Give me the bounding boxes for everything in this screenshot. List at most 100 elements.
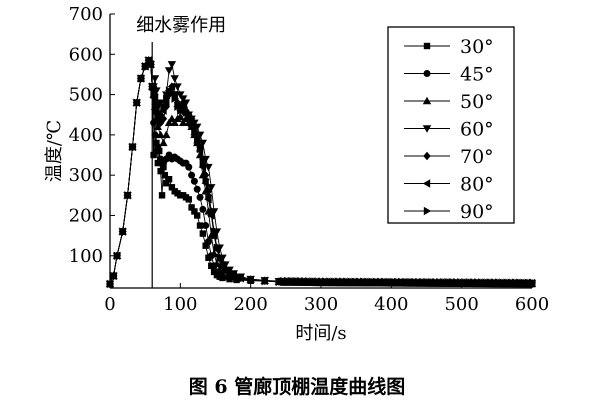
data-point-triangle-right: [423, 277, 431, 287]
data-point-triangle-right: [402, 277, 410, 287]
data-point-triangle-right: [516, 278, 524, 287]
data-point-triangle-left: [204, 195, 212, 204]
data-point-circle: [204, 238, 212, 246]
x-tick-label: 200: [233, 294, 267, 315]
x-tick-label: 300: [304, 294, 338, 315]
data-point-triangle-right: [191, 126, 199, 136]
data-point-circle: [188, 171, 196, 179]
data-point-triangle-right: [213, 243, 222, 252]
data-point-triangle-right: [440, 278, 448, 287]
data-point-triangle-right: [296, 277, 305, 286]
data-point-circle: [193, 185, 201, 193]
data-point-square: [154, 159, 162, 167]
data-point-square: [157, 167, 164, 175]
legend-marker-triangle-down: [422, 125, 432, 133]
data-point-triangle-right: [448, 278, 457, 287]
data-point-triangle-right: [194, 134, 202, 144]
data-point-triangle-right: [174, 102, 182, 111]
data-point-triangle-up: [176, 112, 185, 120]
data-point-square: [158, 192, 166, 199]
data-point-circle: [190, 177, 198, 185]
data-point-square: [160, 163, 167, 171]
data-point-triangle-right: [171, 94, 179, 103]
data-point-triangle-right: [355, 277, 364, 286]
data-point-triangle-down: [207, 184, 216, 192]
data-point-triangle-right: [288, 276, 296, 286]
y-tick-label: 500: [69, 85, 103, 106]
data-point-triangle-left: [198, 162, 207, 172]
data-point-triangle-left: [162, 98, 170, 107]
data-point-triangle-right: [465, 278, 473, 287]
legend-marker-diamond: [423, 151, 431, 161]
data-point-triangle-left: [201, 179, 209, 188]
data-point-triangle-right: [397, 277, 406, 287]
data-point-circle: [199, 205, 207, 213]
data-point-triangle-right: [305, 277, 313, 286]
data-point-triangle-right: [503, 278, 511, 287]
data-point-triangle-right: [431, 277, 440, 287]
data-point-triangle-right: [490, 278, 499, 287]
x-tick-label: 600: [515, 294, 549, 315]
data-point-triangle-left: [152, 102, 160, 111]
data-point-circle: [185, 163, 193, 171]
data-point-triangle-right: [414, 277, 423, 287]
data-point-triangle-right: [153, 106, 161, 115]
y-axis-title: 温度/℃: [44, 120, 65, 182]
data-point-triangle-right: [216, 253, 224, 262]
data-point-triangle-right: [168, 88, 177, 97]
data-point-triangle-right: [410, 277, 419, 287]
data-point-triangle-left: [159, 106, 167, 115]
data-point-triangle-right: [343, 277, 351, 286]
data-point-triangle-right: [202, 175, 210, 184]
data-point-triangle-right: [478, 278, 486, 287]
data-point-triangle-right: [160, 102, 168, 111]
data-point-triangle-right: [300, 277, 309, 286]
data-point-circle: [202, 222, 210, 230]
data-point-triangle-right: [473, 278, 482, 287]
data-point-triangle-right: [247, 275, 255, 285]
data-point-triangle-up: [212, 259, 222, 268]
data-point-triangle-right: [219, 261, 227, 270]
data-point-triangle-right: [495, 278, 503, 287]
data-point-circle: [196, 193, 204, 201]
legend-marker-circle: [423, 70, 431, 77]
data-point-triangle-right: [360, 277, 368, 286]
data-point-triangle-right: [230, 272, 238, 281]
data-point-triangle-right: [110, 271, 118, 281]
legend-label: 60°: [460, 119, 494, 141]
data-point-triangle-down: [176, 91, 185, 99]
data-point-square: [202, 242, 209, 249]
data-point-triangle-up: [159, 138, 168, 147]
data-point-square: [150, 151, 157, 159]
data-point-triangle-right: [119, 227, 127, 236]
data-point-triangle-right: [482, 278, 490, 287]
data-point-triangle-down: [204, 163, 213, 172]
data-point-triangle-right: [279, 276, 288, 286]
data-point-square: [188, 204, 195, 211]
data-point-triangle-right: [511, 278, 520, 287]
data-point-triangle-right: [182, 108, 191, 117]
data-point-triangle-right: [330, 277, 338, 286]
data-point-triangle-right: [208, 209, 216, 218]
legend-box: [387, 26, 515, 224]
y-tick-label: 300: [69, 165, 103, 186]
data-point-triangle-right: [469, 278, 478, 287]
data-point-triangle-right: [284, 276, 292, 286]
data-point-triangle-right: [309, 277, 317, 286]
plot-markers-layer: [105, 56, 537, 289]
data-point-triangle-right: [334, 277, 343, 286]
data-point-triangle-right: [185, 112, 193, 121]
x-tick-label: 100: [163, 294, 197, 315]
data-point-triangle-down: [167, 61, 177, 69]
data-point-triangle-right: [222, 266, 230, 275]
data-point-triangle-right: [381, 277, 389, 287]
data-point-triangle-right: [261, 276, 269, 286]
x-tick-label: 500: [444, 294, 478, 315]
data-point-triangle-right: [461, 278, 469, 287]
data-point-triangle-right: [133, 98, 141, 107]
data-point-triangle-up: [162, 130, 171, 139]
mist-annotation: 细水雾作用: [136, 15, 226, 36]
data-point-triangle-left: [193, 138, 201, 148]
data-point-triangle-right: [210, 227, 219, 236]
data-point-square: [168, 184, 176, 191]
